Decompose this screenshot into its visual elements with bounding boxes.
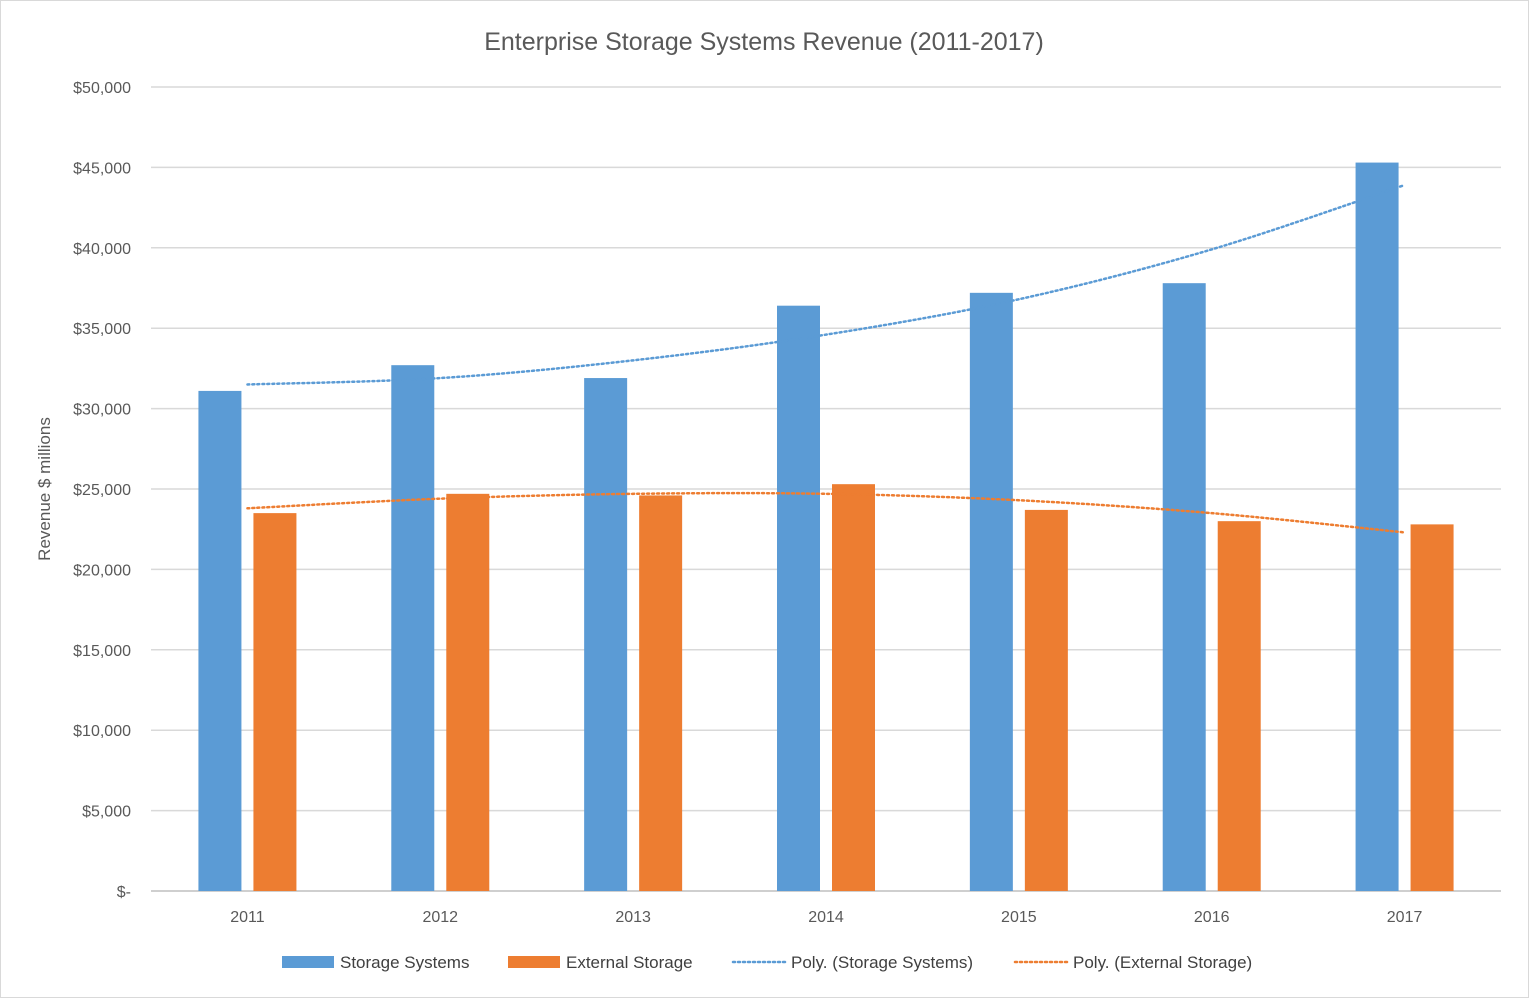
y-tick-label: $35,000 (73, 321, 131, 338)
bar (584, 378, 628, 892)
x-tick-label: 2013 (615, 909, 651, 926)
x-tick-label: 2015 (1001, 909, 1037, 926)
bars (198, 162, 1454, 892)
bar (1162, 283, 1206, 891)
x-tick-label: 2012 (422, 909, 458, 926)
trendlines (246, 183, 1406, 534)
bar (777, 305, 820, 891)
gridlines (151, 86, 1501, 892)
legend-label: Poly. (Storage Systems) (791, 953, 973, 972)
bar (1024, 509, 1068, 891)
y-axis-label: Revenue $ millions (35, 417, 54, 561)
bar (198, 390, 242, 891)
legend: Storage Systems External Storage Poly. (St… (282, 953, 1252, 972)
y-tick-label: $- (117, 884, 131, 901)
legend-swatch (508, 956, 560, 968)
bar (253, 513, 297, 891)
y-tick-labels: $- $5,000 $10,000 $15,000 $20,000 $25,000 $30,… (73, 80, 131, 901)
bar (832, 484, 875, 891)
x-tick-labels: 2011 2012 2013 2014 2015 2016 2017 (230, 909, 1422, 926)
y-tick-label: $40,000 (73, 241, 131, 258)
trendline (246, 183, 1406, 386)
y-tick-label: $5,000 (82, 804, 131, 821)
y-tick-label: $20,000 (73, 562, 131, 579)
bar (1217, 521, 1261, 891)
legend-swatch (282, 956, 334, 968)
y-tick-label: $10,000 (73, 723, 131, 740)
bar (446, 493, 490, 891)
bar (969, 292, 1013, 892)
trendline (246, 491, 1406, 534)
x-tick-label: 2014 (808, 909, 844, 926)
legend-label: Poly. (External Storage) (1073, 953, 1252, 972)
x-tick-label: 2011 (230, 909, 265, 926)
y-tick-label: $45,000 (73, 160, 131, 177)
y-tick-label: $15,000 (73, 643, 131, 660)
chart-title: Enterprise Storage Systems Revenue (2011… (484, 28, 1044, 56)
y-tick-label: $30,000 (73, 402, 131, 419)
y-tick-label: $25,000 (73, 482, 131, 499)
bar (1410, 524, 1454, 891)
legend-label: External Storage (566, 953, 693, 972)
bar (639, 495, 683, 891)
legend-label: Storage Systems (340, 953, 469, 972)
x-tick-label: 2017 (1387, 909, 1423, 926)
bar (391, 365, 435, 892)
y-tick-label: $50,000 (73, 80, 131, 97)
x-tick-label: 2016 (1194, 909, 1230, 926)
